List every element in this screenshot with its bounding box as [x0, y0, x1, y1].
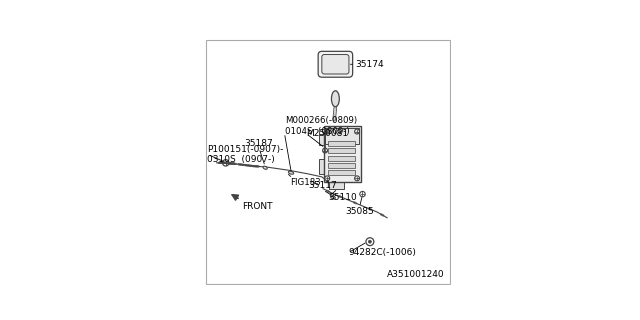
FancyBboxPatch shape — [328, 141, 355, 146]
Ellipse shape — [227, 162, 230, 164]
Ellipse shape — [230, 163, 233, 164]
Ellipse shape — [339, 196, 342, 198]
FancyBboxPatch shape — [322, 54, 349, 74]
Ellipse shape — [229, 163, 232, 164]
Ellipse shape — [289, 171, 294, 174]
Ellipse shape — [221, 162, 225, 164]
Ellipse shape — [221, 162, 225, 164]
Ellipse shape — [245, 164, 249, 166]
Ellipse shape — [241, 164, 245, 166]
FancyBboxPatch shape — [328, 156, 355, 161]
Ellipse shape — [223, 162, 227, 164]
Text: 35117: 35117 — [308, 181, 337, 190]
Ellipse shape — [230, 163, 234, 164]
Ellipse shape — [228, 163, 232, 164]
Ellipse shape — [237, 164, 241, 165]
Ellipse shape — [219, 162, 223, 164]
Circle shape — [369, 240, 371, 243]
Ellipse shape — [232, 163, 235, 164]
Ellipse shape — [353, 202, 357, 204]
Ellipse shape — [232, 163, 236, 165]
Ellipse shape — [222, 162, 225, 164]
Ellipse shape — [368, 208, 372, 210]
Ellipse shape — [256, 165, 259, 167]
Ellipse shape — [251, 165, 255, 167]
Ellipse shape — [219, 162, 222, 164]
Ellipse shape — [254, 165, 258, 167]
Text: 35110: 35110 — [328, 193, 356, 202]
Ellipse shape — [218, 162, 221, 164]
Ellipse shape — [332, 91, 339, 107]
FancyBboxPatch shape — [328, 148, 355, 153]
Ellipse shape — [249, 165, 253, 167]
Ellipse shape — [228, 163, 231, 164]
Ellipse shape — [263, 166, 268, 169]
Ellipse shape — [227, 162, 230, 164]
Ellipse shape — [223, 162, 226, 164]
FancyBboxPatch shape — [206, 40, 450, 284]
Text: A351001240: A351001240 — [387, 270, 445, 279]
Ellipse shape — [247, 165, 251, 166]
FancyBboxPatch shape — [319, 159, 325, 174]
Ellipse shape — [239, 164, 243, 165]
FancyBboxPatch shape — [324, 126, 361, 182]
FancyBboxPatch shape — [325, 128, 359, 144]
Ellipse shape — [330, 196, 335, 199]
Text: M250081: M250081 — [306, 129, 348, 138]
Text: 35174: 35174 — [355, 60, 384, 69]
Ellipse shape — [380, 214, 384, 216]
Text: P100151(-0907)-
0310S  (0907-): P100151(-0907)- 0310S (0907-) — [207, 145, 284, 164]
FancyBboxPatch shape — [319, 134, 325, 145]
Ellipse shape — [224, 162, 228, 164]
Text: 35187: 35187 — [244, 139, 273, 148]
Ellipse shape — [231, 163, 234, 164]
FancyBboxPatch shape — [328, 163, 355, 168]
FancyBboxPatch shape — [329, 180, 344, 189]
Text: FIG183: FIG183 — [291, 178, 321, 187]
Ellipse shape — [220, 162, 223, 164]
Ellipse shape — [233, 163, 237, 165]
FancyBboxPatch shape — [328, 171, 355, 175]
Ellipse shape — [243, 164, 247, 166]
Ellipse shape — [253, 165, 256, 167]
Text: 94282C(-1006): 94282C(-1006) — [348, 248, 416, 257]
Text: M000266(-0809)
0104S  (0809-): M000266(-0809) 0104S (0809-) — [285, 116, 357, 136]
Text: 35085: 35085 — [345, 207, 374, 216]
FancyBboxPatch shape — [318, 51, 353, 77]
Ellipse shape — [220, 162, 224, 164]
Text: FRONT: FRONT — [243, 202, 273, 211]
Ellipse shape — [326, 190, 330, 192]
